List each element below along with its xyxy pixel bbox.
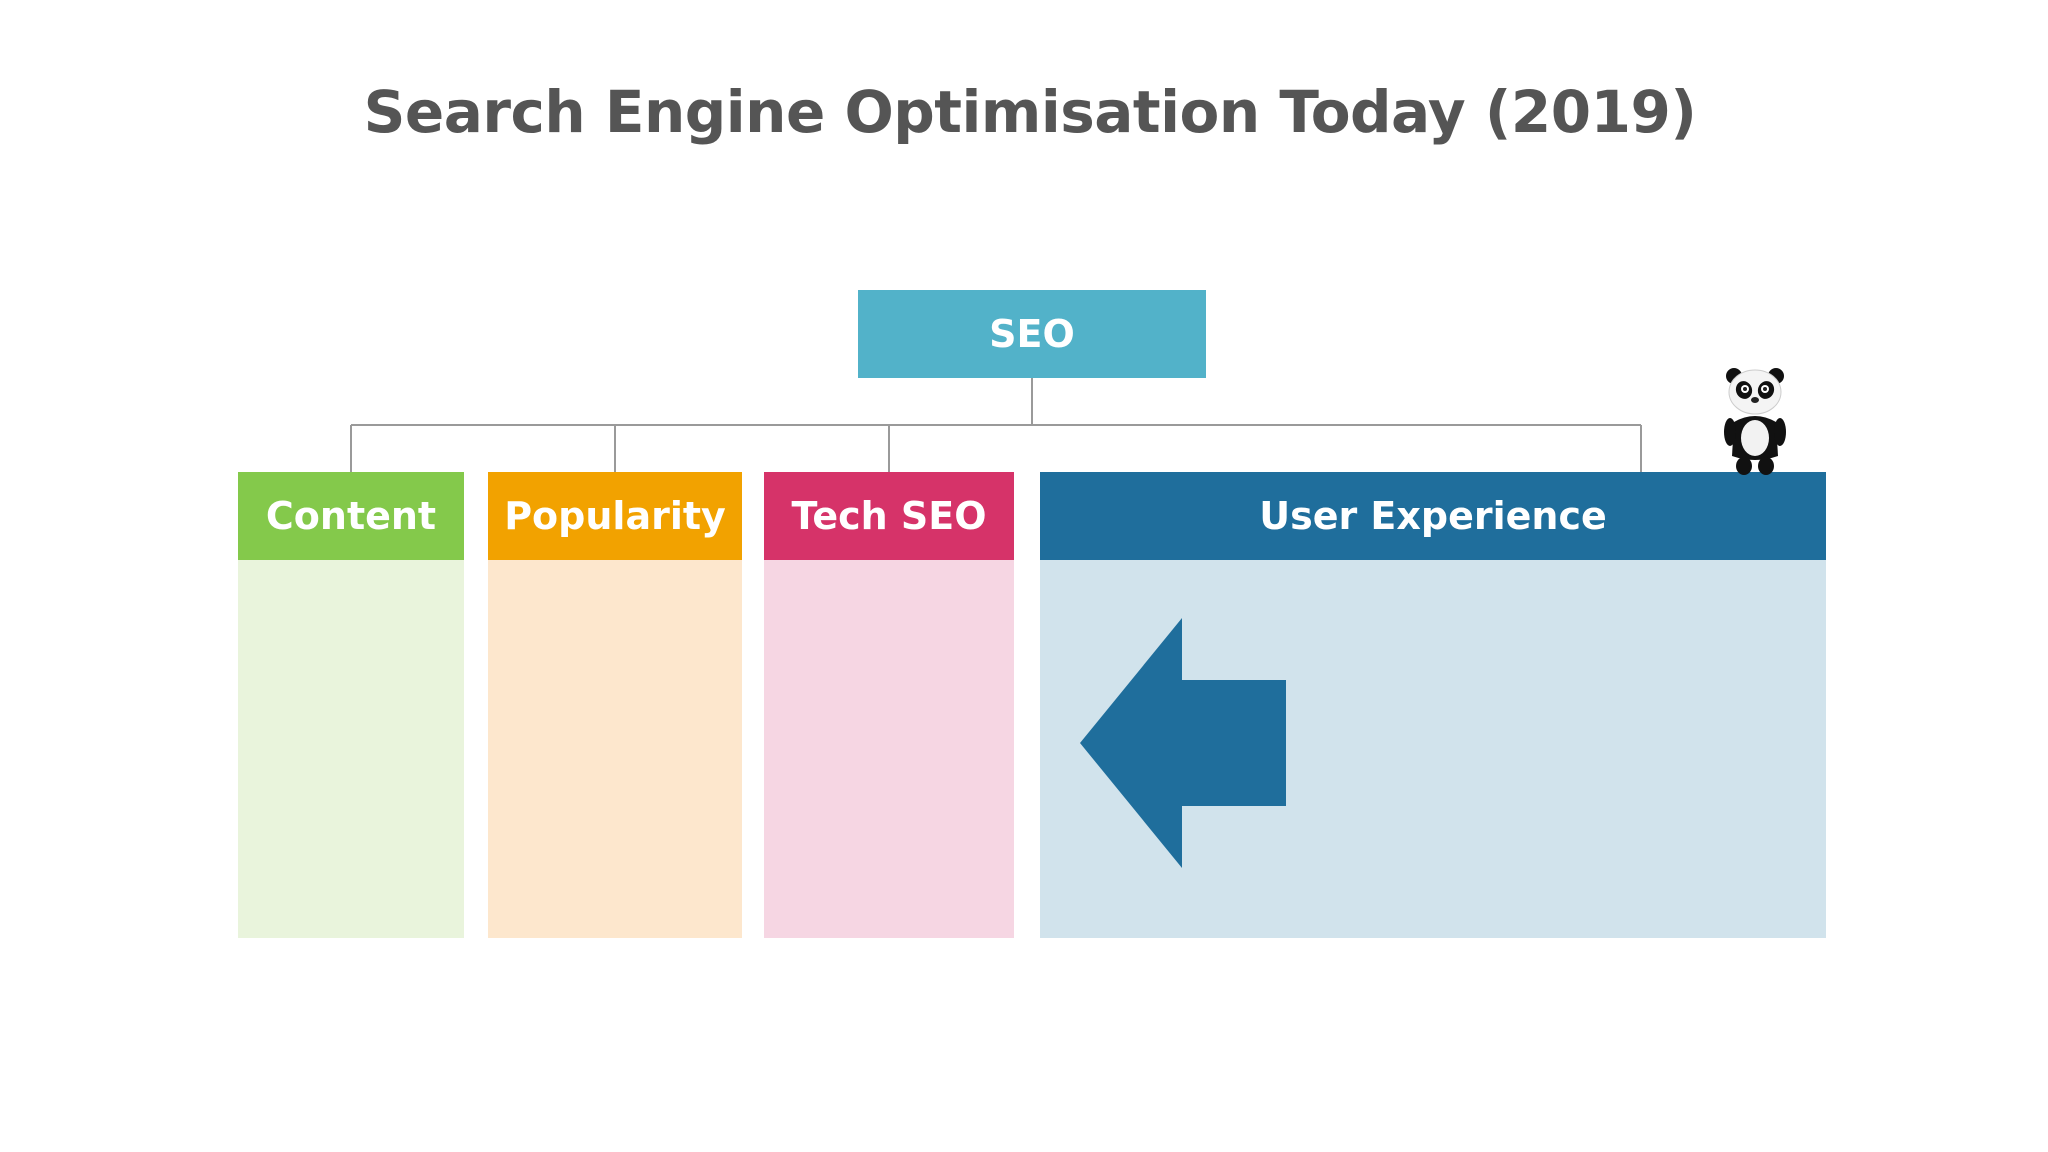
left-arrow-icon [1080, 618, 1286, 868]
seo-root-label: SEO [989, 312, 1075, 356]
user-experience-label: User Experience [1259, 494, 1607, 538]
tech-seo-header: Tech SEO [764, 472, 1014, 560]
tech-seo-label: Tech SEO [791, 494, 987, 538]
panda-icon [1724, 368, 1786, 475]
page-title: Search Engine Optimisation Today (2019) [363, 78, 1697, 146]
popularity-column-body [488, 560, 742, 938]
seo-root-node: SEO [858, 290, 1206, 378]
content-header: Content [238, 472, 464, 560]
user-experience-header: User Experience [1040, 472, 1826, 560]
content-column-body [238, 560, 464, 938]
popularity-header: Popularity [488, 472, 742, 560]
popularity-label: Popularity [504, 494, 726, 538]
content-label: Content [265, 494, 437, 538]
tech-seo-column-body [764, 560, 1014, 938]
